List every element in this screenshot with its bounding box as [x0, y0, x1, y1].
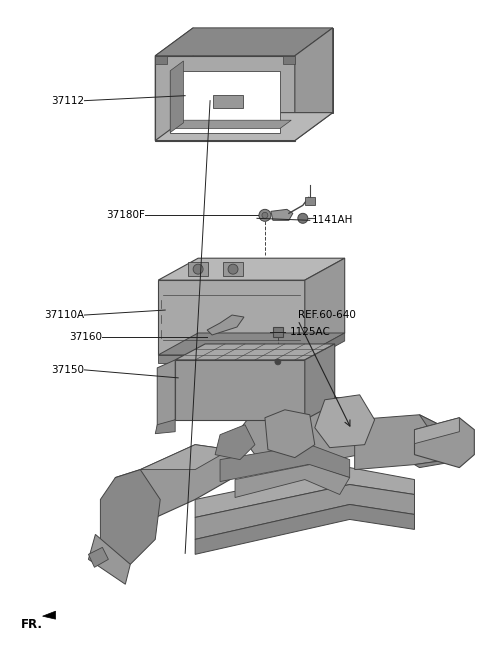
Circle shape	[275, 359, 281, 365]
Polygon shape	[155, 28, 333, 56]
Polygon shape	[415, 415, 455, 468]
Polygon shape	[415, 418, 459, 443]
Polygon shape	[140, 445, 230, 470]
Polygon shape	[158, 258, 345, 280]
Polygon shape	[188, 262, 208, 276]
Circle shape	[259, 209, 271, 221]
Polygon shape	[155, 420, 175, 434]
Polygon shape	[158, 355, 305, 363]
Polygon shape	[213, 94, 243, 108]
Polygon shape	[175, 360, 305, 420]
Polygon shape	[88, 547, 108, 567]
Polygon shape	[100, 470, 160, 564]
Polygon shape	[305, 197, 315, 205]
Polygon shape	[207, 315, 244, 335]
Polygon shape	[175, 344, 335, 360]
Polygon shape	[220, 445, 350, 482]
Text: 37110A: 37110A	[44, 310, 84, 320]
Polygon shape	[195, 504, 415, 554]
Text: 37180F: 37180F	[107, 211, 145, 220]
Polygon shape	[305, 333, 345, 363]
Polygon shape	[43, 611, 56, 619]
Circle shape	[262, 213, 268, 218]
Polygon shape	[170, 71, 280, 133]
Polygon shape	[355, 415, 449, 470]
Text: 1141AH: 1141AH	[312, 215, 353, 225]
Polygon shape	[223, 262, 243, 276]
Polygon shape	[415, 418, 474, 468]
Text: REF.60-640: REF.60-640	[298, 310, 356, 320]
Polygon shape	[115, 445, 230, 524]
Polygon shape	[305, 258, 345, 355]
Polygon shape	[195, 485, 415, 539]
Polygon shape	[315, 395, 374, 447]
Polygon shape	[215, 424, 255, 460]
Polygon shape	[295, 28, 333, 140]
Polygon shape	[238, 395, 374, 464]
Polygon shape	[170, 61, 183, 133]
Polygon shape	[193, 28, 333, 113]
Polygon shape	[305, 344, 335, 420]
Polygon shape	[273, 327, 283, 337]
Text: 37150: 37150	[51, 365, 84, 375]
Circle shape	[228, 264, 238, 274]
Polygon shape	[265, 410, 315, 458]
Polygon shape	[155, 56, 167, 64]
Text: FR.: FR.	[21, 618, 43, 630]
Text: 37112: 37112	[51, 96, 84, 106]
Polygon shape	[155, 56, 295, 140]
Circle shape	[298, 213, 308, 223]
Text: 37160: 37160	[70, 332, 102, 342]
Text: 1125AC: 1125AC	[290, 327, 331, 337]
Polygon shape	[88, 535, 130, 584]
Circle shape	[193, 264, 203, 274]
Polygon shape	[195, 468, 415, 518]
Polygon shape	[158, 280, 305, 355]
Polygon shape	[158, 333, 345, 355]
Polygon shape	[155, 28, 193, 140]
Polygon shape	[170, 120, 291, 129]
Polygon shape	[283, 56, 295, 64]
Polygon shape	[155, 113, 333, 140]
Polygon shape	[235, 464, 350, 497]
Polygon shape	[157, 360, 175, 430]
Polygon shape	[271, 209, 293, 220]
